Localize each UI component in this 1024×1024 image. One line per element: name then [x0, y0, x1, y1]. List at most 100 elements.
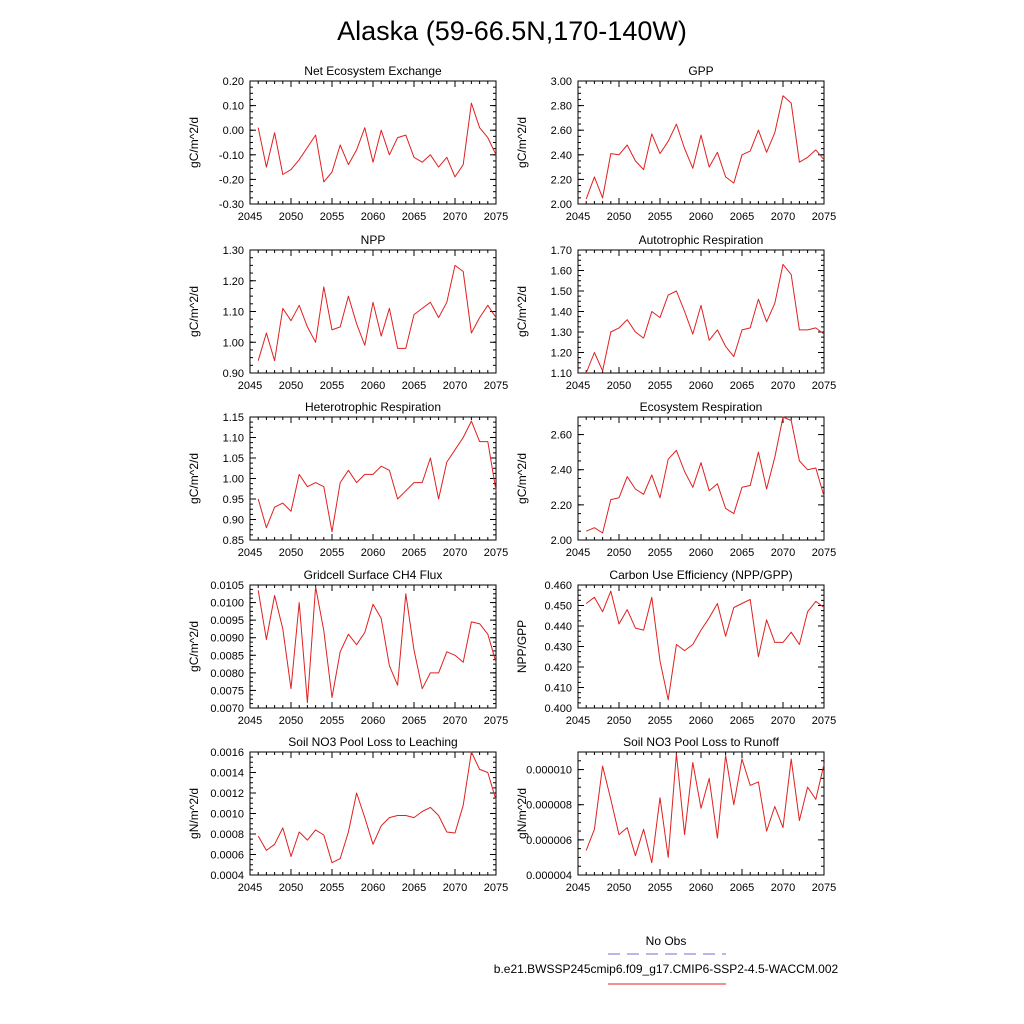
x-tick-label: 2070 — [443, 882, 467, 894]
x-tick-label: 2075 — [812, 882, 836, 894]
x-tick-label: 2055 — [648, 547, 672, 559]
y-tick-label: 0.0010 — [210, 809, 244, 821]
y-tick-label: 0.85 — [223, 535, 244, 547]
x-tick-label: 2075 — [484, 882, 508, 894]
panel-title: GPP — [688, 64, 713, 78]
x-tick-label: 2055 — [648, 380, 672, 392]
x-tick-label: 2070 — [443, 380, 467, 392]
x-tick-label: 2060 — [689, 882, 713, 894]
y-tick-label: 0.90 — [223, 368, 244, 380]
y-axis-label: gC/m^2/d — [515, 286, 529, 337]
y-tick-label: 0.000008 — [526, 800, 572, 812]
series-line — [585, 590, 825, 701]
y-axis-label: gC/m^2/d — [187, 621, 201, 672]
y-tick-label: 0.00 — [223, 125, 244, 137]
x-tick-label: 2050 — [279, 380, 303, 392]
y-axis-label: gN/m^2/d — [187, 788, 201, 839]
x-tick-label: 2060 — [361, 380, 385, 392]
plot-frame — [249, 584, 497, 709]
y-tick-label: 1.00 — [223, 337, 244, 349]
series-line — [257, 586, 497, 704]
y-tick-label: 1.10 — [551, 368, 572, 380]
x-tick-label: 2045 — [238, 211, 262, 223]
x-tick-label: 2050 — [607, 547, 631, 559]
plot-frame — [577, 751, 825, 876]
y-tick-label: 2.00 — [551, 535, 572, 547]
series-line — [257, 420, 497, 533]
x-tick-label: 2070 — [771, 715, 795, 727]
legend: No Obs b.e21.BWSSP245cmip6.f09_g17.CMIP6… — [494, 934, 839, 985]
x-tick-label: 2065 — [730, 715, 754, 727]
x-tick-label: 2045 — [566, 211, 590, 223]
x-tick-label: 2045 — [566, 380, 590, 392]
x-tick-label: 2045 — [238, 882, 262, 894]
y-axis-label: gC/m^2/d — [187, 117, 201, 168]
panel-title: Soil NO3 Pool Loss to Runoff — [623, 735, 780, 749]
x-tick-label: 2075 — [812, 380, 836, 392]
x-tick-label: 2060 — [361, 211, 385, 223]
panel-title: Ecosystem Respiration — [640, 400, 763, 414]
y-tick-label: 2.20 — [551, 500, 572, 512]
y-tick-label: 1.30 — [551, 327, 572, 339]
y-tick-label: 0.20 — [223, 76, 244, 88]
x-tick-label: 2055 — [320, 547, 344, 559]
panel-title: Soil NO3 Pool Loss to Leaching — [288, 735, 457, 749]
x-tick-label: 2075 — [812, 715, 836, 727]
y-axis-label: gC/m^2/d — [187, 453, 201, 504]
panel-npp: NPP gC/m^2/d 2045 2050 2055 2060 2065 2070 2075 0… — [187, 233, 508, 392]
panel-gridcell-surface-ch4-flux: Gridcell Surface CH4 Flux gC/m^2/d 2045 205… — [187, 568, 508, 727]
x-tick-label: 2050 — [607, 882, 631, 894]
x-tick-label: 2050 — [279, 715, 303, 727]
y-tick-label: 0.0105 — [210, 580, 244, 592]
plot-frame — [249, 80, 497, 205]
plot-frame — [249, 751, 497, 876]
y-tick-label: 0.10 — [223, 101, 244, 113]
x-tick-label: 2065 — [402, 380, 426, 392]
x-tick-label: 2060 — [689, 211, 713, 223]
plot-frame — [577, 416, 825, 541]
series-line — [585, 95, 825, 200]
y-tick-label: 1.60 — [551, 266, 572, 278]
x-tick-label: 2060 — [689, 715, 713, 727]
y-tick-label: 0.0090 — [210, 633, 244, 645]
x-tick-label: 2075 — [484, 211, 508, 223]
x-tick-label: 2050 — [607, 715, 631, 727]
x-tick-label: 2065 — [402, 211, 426, 223]
x-tick-label: 2070 — [443, 715, 467, 727]
panel-title: Carbon Use Efficiency (NPP/GPP) — [609, 568, 792, 582]
y-tick-label: 0.0004 — [210, 870, 244, 882]
x-tick-label: 2055 — [648, 715, 672, 727]
panel-soil-no3-pool-loss-to-leaching: Soil NO3 Pool Loss to Leaching gN/m^2/d 20… — [187, 735, 508, 894]
x-tick-label: 2075 — [812, 211, 836, 223]
x-tick-label: 2050 — [607, 380, 631, 392]
y-tick-label: 1.10 — [223, 433, 244, 445]
x-tick-label: 2065 — [402, 715, 426, 727]
y-tick-label: 2.40 — [551, 465, 572, 477]
y-tick-label: 0.95 — [223, 494, 244, 506]
y-tick-label: 1.40 — [551, 307, 572, 319]
y-tick-label: 0.0070 — [210, 703, 244, 715]
y-tick-label: 1.50 — [551, 286, 572, 298]
y-tick-label: 2.00 — [551, 199, 572, 211]
y-tick-label: 0.0095 — [210, 615, 244, 627]
x-tick-label: 2070 — [443, 211, 467, 223]
x-tick-label: 2055 — [648, 882, 672, 894]
panel-ecosystem-respiration: Ecosystem Respiration gC/m^2/d 2045 2050 205… — [515, 400, 836, 559]
x-tick-label: 2070 — [771, 380, 795, 392]
x-tick-label: 2055 — [320, 882, 344, 894]
y-tick-label: 0.0006 — [210, 850, 244, 862]
y-tick-label: 0.440 — [544, 621, 572, 633]
y-axis-label: gN/m^2/d — [515, 788, 529, 839]
panel-autotrophic-respiration: Autotrophic Respiration gC/m^2/d 2045 2050 2… — [515, 233, 836, 392]
x-tick-label: 2045 — [238, 715, 262, 727]
y-tick-label: 0.0100 — [210, 598, 244, 610]
y-tick-label: -0.30 — [219, 199, 244, 211]
y-tick-label: 0.0075 — [210, 685, 244, 697]
x-tick-label: 2070 — [443, 547, 467, 559]
y-tick-label: 2.20 — [551, 174, 572, 186]
x-tick-label: 2050 — [279, 547, 303, 559]
series-line — [586, 416, 825, 534]
panels-group: Net Ecosystem Exchange gC/m^2/d 2045 2050 20… — [187, 64, 836, 894]
x-tick-label: 2060 — [689, 547, 713, 559]
